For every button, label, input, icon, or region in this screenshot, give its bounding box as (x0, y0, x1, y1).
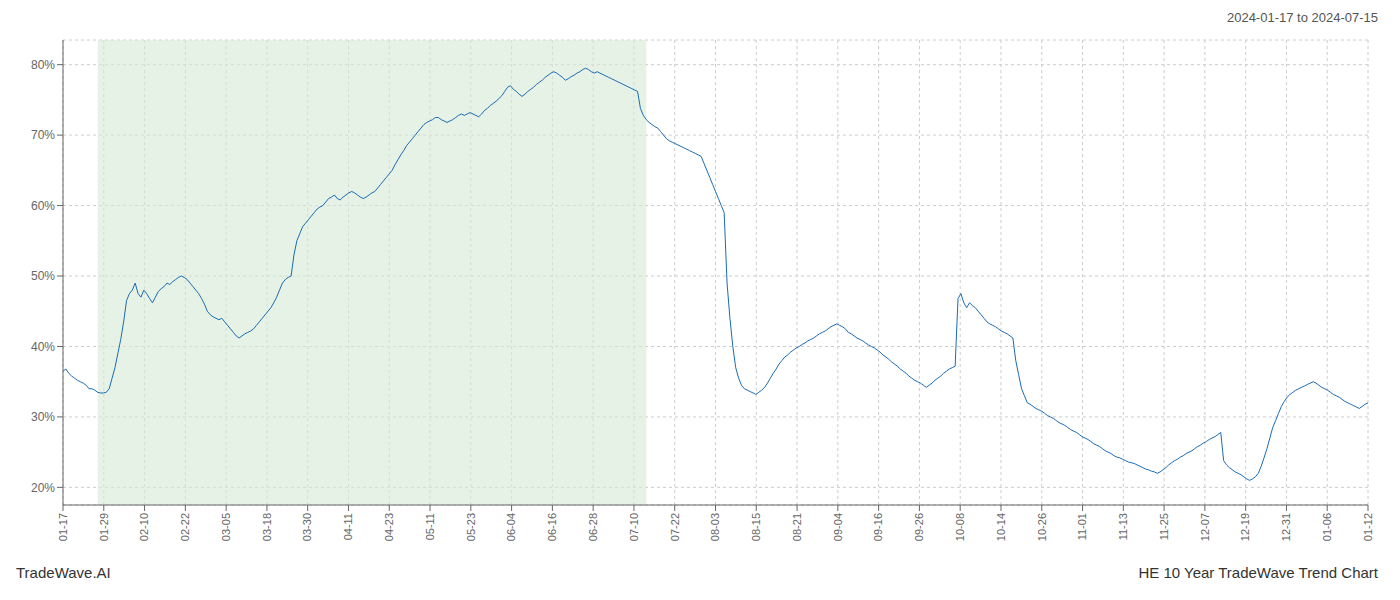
svg-text:08-15: 08-15 (750, 513, 762, 541)
svg-text:30%: 30% (31, 410, 55, 424)
svg-text:60%: 60% (31, 199, 55, 213)
svg-text:09-04: 09-04 (832, 513, 844, 541)
svg-text:01-29: 01-29 (98, 513, 110, 541)
svg-text:11-13: 11-13 (1117, 513, 1129, 540)
svg-text:10-14: 10-14 (995, 513, 1007, 541)
svg-text:06-04: 06-04 (505, 513, 517, 541)
svg-text:06-28: 06-28 (587, 513, 599, 541)
svg-text:03-05: 03-05 (220, 513, 232, 541)
svg-text:02-10: 02-10 (138, 513, 150, 541)
svg-text:80%: 80% (31, 58, 55, 72)
svg-text:09-16: 09-16 (872, 513, 884, 541)
html-text:HE 10 Year TradeWave Trend Cha: HE 10 Year TradeWave Trend Chart (1138, 564, 1378, 581)
svg-text:05-23: 05-23 (465, 513, 477, 541)
svg-text:05-11: 05-11 (424, 513, 436, 540)
svg-text:07-22: 07-22 (669, 513, 681, 541)
svg-text:01-06: 01-06 (1321, 513, 1333, 541)
html-text:2024-01-17 to 2024-07-15: 2024-01-17 to 2024-07-15 (1226, 10, 1378, 25)
svg-text:08-21: 08-21 (791, 513, 803, 541)
svg-text:40%: 40% (31, 340, 55, 354)
svg-text:09-26: 09-26 (913, 513, 925, 541)
svg-text:11-25: 11-25 (1158, 513, 1170, 540)
svg-text:04-23: 04-23 (383, 513, 395, 541)
svg-text:07-10: 07-10 (628, 513, 640, 541)
html-text:TradeWave.AI: TradeWave.AI (16, 564, 111, 581)
svg-text:03-30: 03-30 (301, 513, 313, 541)
svg-text:12-07: 12-07 (1199, 513, 1211, 541)
svg-text:04-11: 04-11 (342, 513, 354, 540)
svg-text:08-03: 08-03 (709, 513, 721, 541)
svg-text:06-16: 06-16 (546, 513, 558, 541)
svg-text:01-12: 01-12 (1362, 513, 1374, 541)
svg-text:50%: 50% (31, 269, 55, 283)
svg-text:70%: 70% (31, 128, 55, 142)
svg-text:01-17: 01-17 (57, 513, 69, 541)
svg-text:12-31: 12-31 (1280, 513, 1292, 541)
svg-text:11-01: 11-01 (1076, 513, 1088, 540)
svg-text:20%: 20% (31, 481, 55, 495)
svg-text:02-22: 02-22 (179, 513, 191, 541)
svg-text:10-26: 10-26 (1036, 513, 1048, 541)
svg-text:10-08: 10-08 (954, 513, 966, 541)
svg-text:12-19: 12-19 (1239, 513, 1251, 541)
svg-text:03-18: 03-18 (261, 513, 273, 541)
